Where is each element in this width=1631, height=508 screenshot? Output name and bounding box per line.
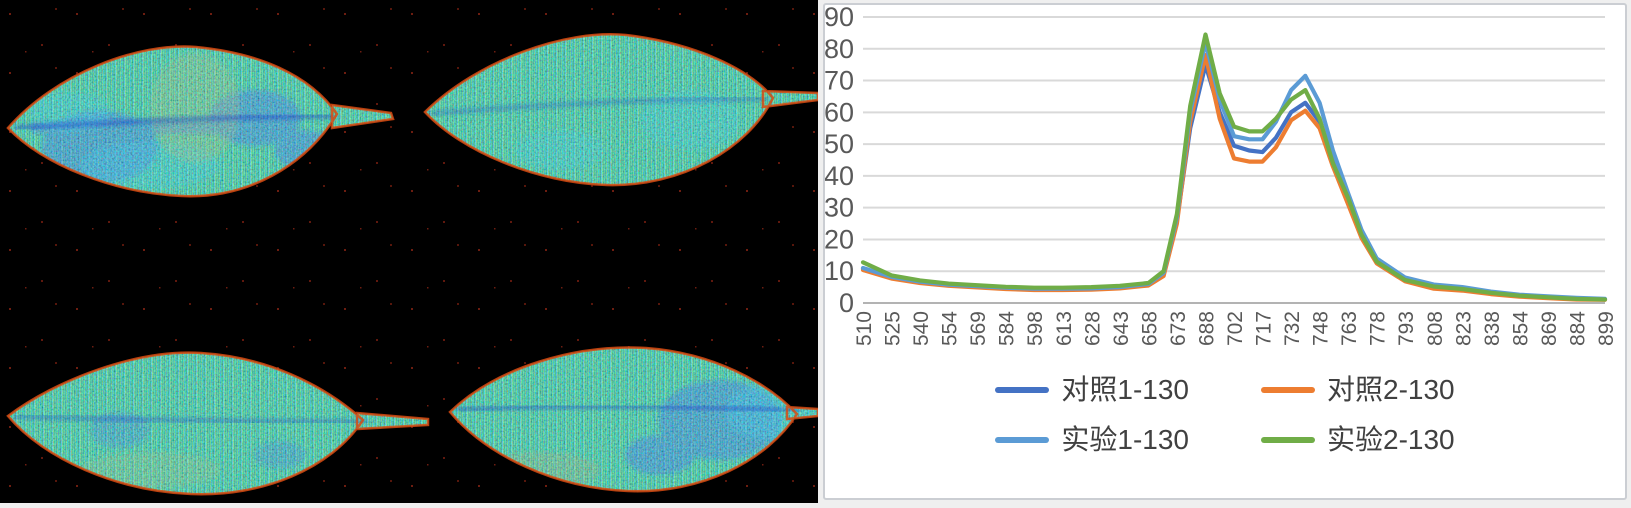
x-axis-tick-label: 823 — [1452, 311, 1475, 346]
x-axis-tick-label: 899 — [1595, 311, 1618, 346]
y-axis-tick-label: 70 — [825, 66, 854, 96]
x-axis-tick-label: 598 — [1024, 311, 1047, 346]
x-axis-tick-label: 673 — [1167, 311, 1190, 346]
x-axis-tick-label: 525 — [882, 311, 905, 346]
series-line-对照1-130 — [860, 62, 1608, 302]
legend-line-swatch — [1261, 437, 1315, 443]
y-axis-tick-label: 10 — [825, 256, 854, 286]
x-axis-tick-label: 838 — [1481, 311, 1504, 346]
legend-row: 对照1-130 对照2-130 — [825, 367, 1625, 413]
legend-item-实验1-130: 实验1-130 — [995, 426, 1189, 454]
legend-line-swatch — [995, 387, 1050, 393]
x-axis-tick-label: 793 — [1395, 311, 1418, 346]
y-axis-tick-label: 40 — [825, 161, 854, 191]
x-axis-tick-label: 658 — [1138, 311, 1161, 346]
legend-label: 实验2-130 — [1327, 424, 1455, 455]
x-axis-tick-label: 702 — [1224, 311, 1247, 346]
legend-label: 实验1-130 — [1061, 424, 1189, 455]
x-axis-tick-label: 748 — [1310, 311, 1333, 346]
x-axis-tick-label: 778 — [1367, 311, 1390, 346]
legend-label: 对照2-130 — [1327, 374, 1455, 405]
y-axis-tick-label: 0 — [839, 288, 854, 318]
leaf-panel-svg — [0, 0, 820, 503]
series-line-实验2-130 — [860, 32, 1608, 302]
x-axis-tick-label: 540 — [910, 311, 933, 346]
x-axis-tick-label: 717 — [1253, 311, 1276, 346]
legend-line-swatch — [1261, 387, 1315, 393]
legend-item-对照1-130: 对照1-130 — [995, 376, 1189, 404]
x-axis-tick-label: 732 — [1281, 311, 1304, 346]
legend-item-对照2-130: 对照2-130 — [1261, 376, 1455, 404]
x-axis-tick-label: 869 — [1538, 311, 1561, 346]
x-axis-tick-label: 808 — [1424, 311, 1447, 346]
legend-label: 对照1-130 — [1061, 374, 1189, 405]
x-axis-tick-label: 569 — [967, 311, 990, 346]
series-line-对照2-130 — [860, 52, 1608, 302]
legend-line-swatch — [995, 437, 1050, 443]
x-axis-tick-label: 884 — [1566, 311, 1589, 346]
y-axis-tick-label: 60 — [825, 97, 854, 127]
x-axis-tick-label: 854 — [1509, 311, 1532, 346]
x-axis-tick-label: 763 — [1338, 311, 1361, 346]
x-axis-tick-label: 643 — [1110, 311, 1133, 346]
legend-row: 实验1-130 实验2-130 — [825, 417, 1625, 463]
x-axis-tick-label: 510 — [853, 311, 876, 346]
x-axis-tick-label: 554 — [939, 311, 962, 346]
y-axis-tick-label: 30 — [825, 193, 854, 223]
y-axis-tick-label: 50 — [825, 129, 854, 159]
y-axis-tick-label: 20 — [825, 224, 854, 254]
x-axis-tick-label: 613 — [1053, 311, 1076, 346]
legend-item-实验2-130: 实验2-130 — [1261, 426, 1455, 454]
spectra-chart-card: 0 10 20 30 40 50 60 70 80 90 510 525 540 554 569 584 598… — [823, 3, 1627, 500]
x-axis-tick-label: 584 — [996, 311, 1019, 346]
x-axis-tick-label: 628 — [1081, 311, 1104, 346]
x-axis-tick-label: 688 — [1195, 311, 1218, 346]
y-axis-tick-label: 90 — [825, 5, 854, 32]
hyperspectral-leaf-panel — [0, 0, 820, 503]
y-axis-tick-label: 80 — [825, 34, 854, 64]
chart-legend: 对照1-130 对照2-130 实验1-130 实验2-130 — [825, 367, 1625, 463]
